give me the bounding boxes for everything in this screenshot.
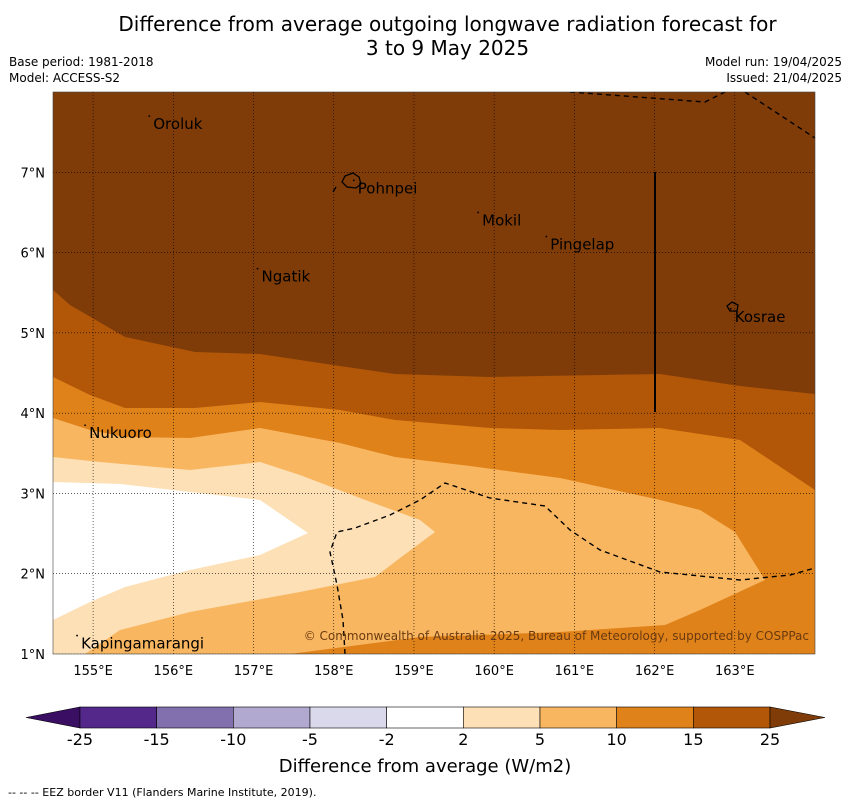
lon-tick-label: 158°E <box>314 664 354 679</box>
place-marker <box>477 211 480 214</box>
pohnpei-coast <box>332 172 362 193</box>
place-label: Kapingamarangi <box>81 635 204 653</box>
lon-tick-label: 159°E <box>394 664 434 679</box>
colorbar-title: Difference from average (W/m2) <box>278 756 572 777</box>
lat-tick-label: 2°N <box>21 568 46 583</box>
colorbar-swatch <box>156 706 234 729</box>
kosrae-coast <box>726 301 739 312</box>
place-marker <box>352 179 355 182</box>
lon-tick-label: 155°E <box>73 664 113 679</box>
band-neutral <box>53 482 308 620</box>
colorbar-swatch <box>233 706 311 729</box>
map-title: Difference from average outgoing longwav… <box>0 12 850 60</box>
copyright-notice: © Commonwealth of Australia 2025, Bureau… <box>304 629 809 643</box>
lon-tick-label: 162°E <box>635 664 675 679</box>
lat-tick-label: 3°N <box>21 487 46 502</box>
place-marker <box>84 424 86 427</box>
place-labels: Oroluk Pohnpei Mokil Pingelap Ngatik Kosrae Nu… <box>76 115 786 653</box>
colorbar-tick-label: 15 <box>683 730 703 749</box>
base-period: Base period: 1981-2018 <box>9 55 154 69</box>
colorbar-tick-label: -15 <box>144 730 170 749</box>
graticule <box>53 92 815 654</box>
map-frame <box>52 91 816 655</box>
lat-tick-label: 7°N <box>21 166 46 181</box>
colorbar-tick-label: 2 <box>458 730 468 749</box>
lon-tick-label: 163°E <box>715 664 755 679</box>
model-run: Model run: 19/04/2025 <box>704 55 842 69</box>
place-label: Pohnpei <box>358 179 418 197</box>
colorbar-swatch <box>386 706 464 729</box>
meta-right: Model run: 19/04/2025 Issued: 21/04/2025 <box>705 54 842 86</box>
lat-tick-label: 5°N <box>21 327 46 342</box>
colorbar-min-arrow <box>25 706 81 729</box>
colorbar-swatch <box>463 706 541 729</box>
colorbar-tick-label: 10 <box>606 730 626 749</box>
latitude-ticks: 1°N 2°N 3°N 4°N 5°N 6°N 7°N <box>21 166 46 663</box>
lat-tick-label: 6°N <box>21 247 46 262</box>
colorbar-max-arrow <box>769 706 826 729</box>
footnote: -- -- -- EEZ border V11 (Flanders Marine… <box>8 786 317 799</box>
colorbar-swatch <box>309 706 387 729</box>
colorbar-swatch <box>79 706 157 729</box>
colorbar-tick-label: -2 <box>379 730 395 749</box>
place-label: Kosrae <box>735 308 786 326</box>
colorbar-tick-label: -5 <box>302 730 318 749</box>
eez-border <box>329 92 815 654</box>
meta-left: Base period: 1981-2018 Model: ACCESS-S2 <box>9 54 154 86</box>
colorbar-swatch <box>693 706 771 729</box>
lon-tick-label: 161°E <box>555 664 595 679</box>
lon-tick-label: 160°E <box>474 664 514 679</box>
place-marker <box>545 235 548 238</box>
place-marker <box>148 115 151 118</box>
colorbar: -25 -15 -10 -5 -2 2 5 10 15 25 <box>25 706 826 749</box>
place-label: Pingelap <box>550 236 614 254</box>
place-label: Oroluk <box>153 115 202 133</box>
place-label: Mokil <box>482 211 521 229</box>
colorbar-tick-label: 25 <box>760 730 780 749</box>
title-line-1: Difference from average outgoing longwav… <box>118 12 777 36</box>
colorbar-tick-label: -25 <box>67 730 93 749</box>
colorbar-swatch <box>539 706 617 729</box>
issued-date: Issued: 21/04/2025 <box>726 71 842 85</box>
place-marker <box>256 267 259 270</box>
longitude-ticks: 155°E 156°E 157°E 158°E 159°E 160°E 161°E 162°E… <box>73 664 754 679</box>
place-label: Nukuoro <box>89 424 152 442</box>
lon-tick-label: 156°E <box>154 664 194 679</box>
colorbar-tick-label: 5 <box>535 730 545 749</box>
colorbar-swatch <box>616 706 694 729</box>
model-name: Model: ACCESS-S2 <box>9 71 121 85</box>
lat-tick-label: 4°N <box>21 407 46 422</box>
lon-tick-label: 157°E <box>234 664 274 679</box>
contour-fill <box>53 92 815 654</box>
lat-tick-label: 1°N <box>21 648 46 663</box>
colorbar-tick-label: -10 <box>220 730 246 749</box>
place-label: Ngatik <box>262 268 311 286</box>
place-marker <box>76 634 78 637</box>
place-marker <box>729 307 732 310</box>
title-line-2: 3 to 9 May 2025 <box>365 36 530 60</box>
